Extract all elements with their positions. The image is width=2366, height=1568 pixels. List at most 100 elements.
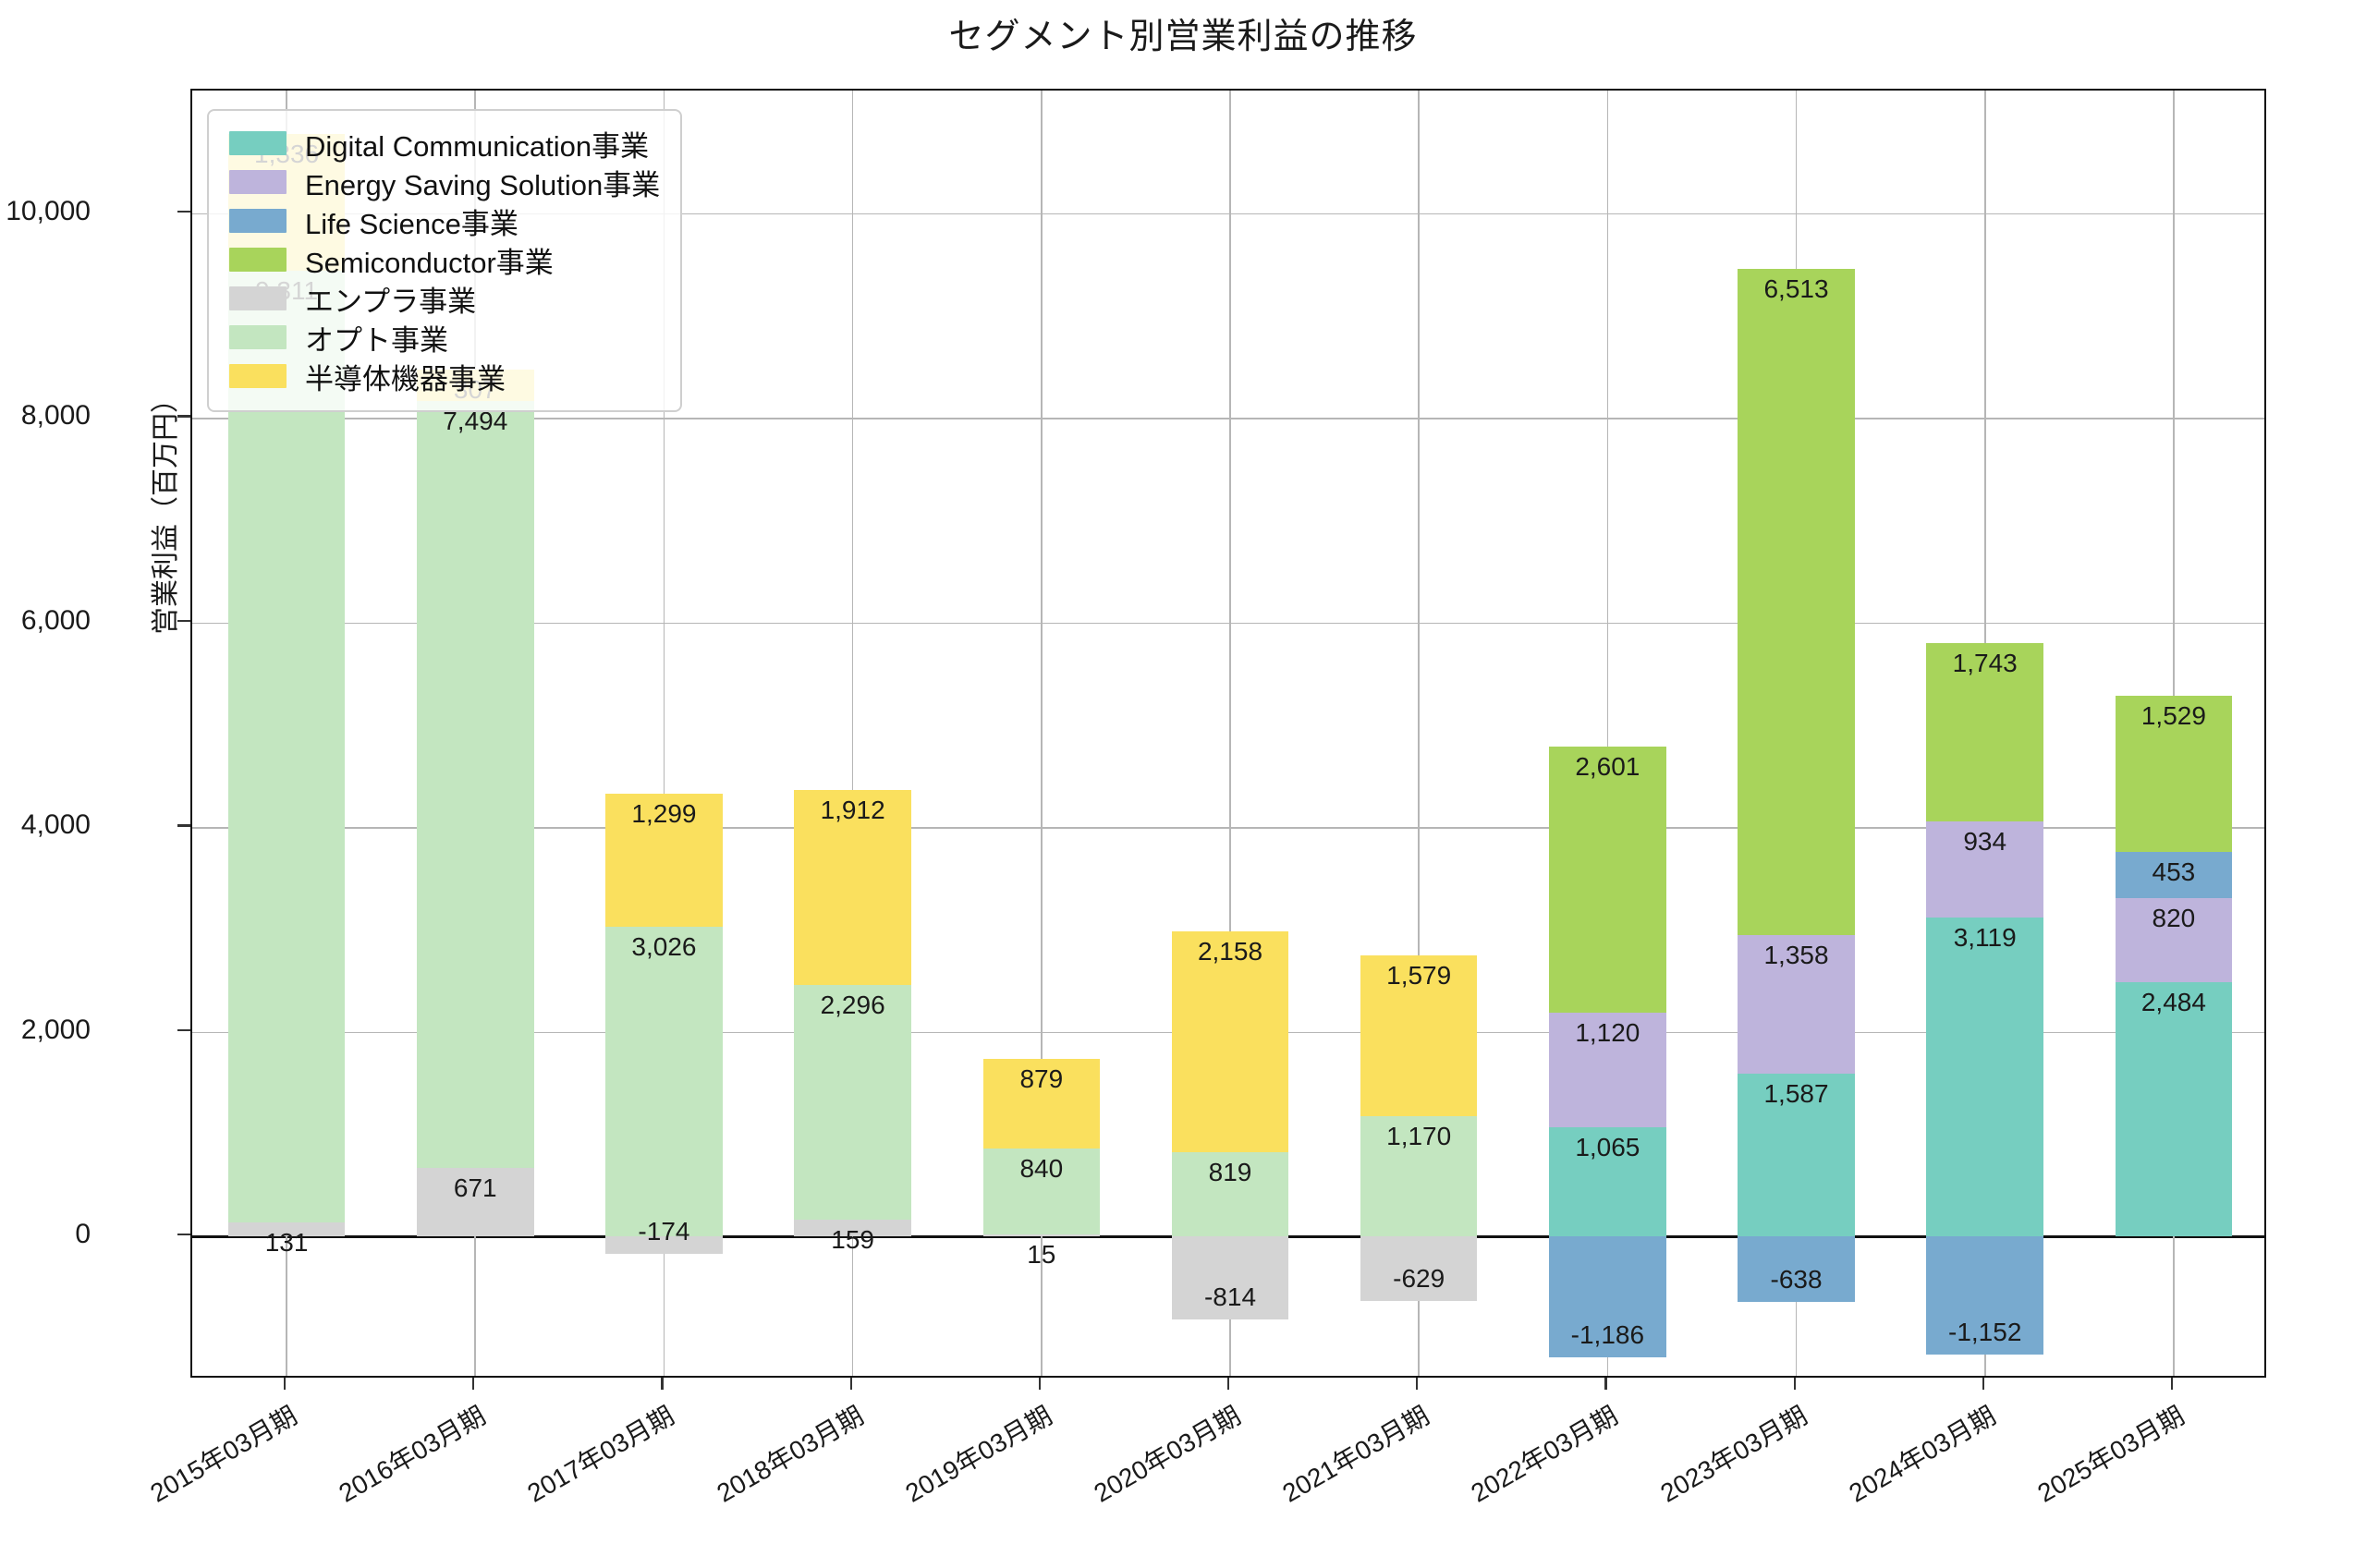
bar-value-label: 1,529 xyxy=(2140,700,2206,730)
x-tick-mark xyxy=(1793,1378,1796,1390)
legend-item-label: 半導体機器事業 xyxy=(305,362,506,395)
bar-segment[interactable] xyxy=(1171,1236,1289,1320)
y-tick-label: 0 xyxy=(75,1219,91,1249)
bar-segment[interactable] xyxy=(982,1059,1101,1149)
bar-value-label: 159 xyxy=(831,1225,874,1255)
bar-segment[interactable] xyxy=(2115,981,2233,1236)
bar-value-label: 1,358 xyxy=(1763,940,1829,969)
bar-value-label: 840 xyxy=(1019,1154,1064,1184)
bar-segment[interactable] xyxy=(1926,917,2043,1236)
bar-value-label: 1,579 xyxy=(1386,960,1452,990)
gridline-horizontal xyxy=(192,622,2264,625)
bar-segment[interactable] xyxy=(1360,1116,1478,1236)
bar-segment[interactable] xyxy=(605,1236,723,1255)
bar-value-label: 2,601 xyxy=(1575,752,1640,782)
bar-value-label: 1,299 xyxy=(631,799,697,829)
bar-segment[interactable] xyxy=(1738,1236,1855,1302)
bar-segment[interactable] xyxy=(1738,268,1855,935)
x-tick-label: 2018年03月期 xyxy=(711,1401,869,1508)
x-tick-label: 2025年03月期 xyxy=(2032,1401,2189,1508)
y-tick-mark xyxy=(177,1028,190,1031)
bar-segment[interactable] xyxy=(227,270,346,1223)
legend-item[interactable]: Semiconductor事業 xyxy=(229,240,660,279)
bar-segment[interactable] xyxy=(982,1149,1101,1235)
legend-item-label: オプト事業 xyxy=(305,323,448,357)
bar-segment[interactable] xyxy=(1360,954,1478,1117)
bar-segment[interactable] xyxy=(416,1167,534,1236)
y-tick-mark xyxy=(177,210,190,213)
bar-segment[interactable] xyxy=(2115,898,2233,982)
x-tick-mark xyxy=(1604,1378,1607,1390)
bar-segment[interactable] xyxy=(1738,1074,1855,1236)
gridline-vertical xyxy=(1041,91,1043,1376)
x-tick-mark xyxy=(1416,1378,1419,1390)
bar-value-label: 2,158 xyxy=(1197,937,1263,966)
legend-item[interactable]: Life Science事業 xyxy=(229,201,660,240)
bar-segment[interactable] xyxy=(1738,934,1855,1075)
bar-segment[interactable] xyxy=(794,789,911,986)
bar-value-label: 3,026 xyxy=(631,931,697,961)
bar-segment[interactable] xyxy=(2115,852,2233,899)
x-tick-mark xyxy=(472,1378,475,1390)
chart-title: セグメント別営業利益の推移 xyxy=(948,18,1418,56)
bar-segment[interactable] xyxy=(1549,1013,1666,1128)
bar-segment[interactable] xyxy=(794,1220,911,1236)
bar-segment[interactable] xyxy=(605,794,723,927)
bar-value-label: -629 xyxy=(1393,1263,1445,1293)
x-tick-label: 2020年03月期 xyxy=(1089,1401,1246,1508)
bar-value-label: 934 xyxy=(1963,827,2007,857)
bar-segment[interactable] xyxy=(1926,821,2043,918)
bar-segment[interactable] xyxy=(2115,695,2233,853)
bar-value-label: 1,065 xyxy=(1575,1133,1640,1162)
x-tick-label: 2023年03月期 xyxy=(1654,1401,1812,1508)
x-tick-mark xyxy=(661,1378,664,1390)
legend-item[interactable]: エンプラ事業 xyxy=(229,279,660,318)
bar-value-label: -1,152 xyxy=(1948,1317,2022,1346)
bar-value-label: -174 xyxy=(638,1217,690,1246)
bar-segment[interactable] xyxy=(416,401,534,1168)
x-tick-mark xyxy=(1227,1378,1230,1390)
legend-item[interactable]: Energy Saving Solution事業 xyxy=(229,163,660,201)
chart-legend: Digital Communication事業 Energy Saving Sol… xyxy=(207,109,683,412)
gridline-vertical xyxy=(1229,91,1231,1376)
bar-segment[interactable] xyxy=(1926,643,2043,822)
bar-value-label: 1,120 xyxy=(1575,1018,1640,1048)
bar-segment[interactable] xyxy=(1926,1236,2043,1355)
y-tick-label: 4,000 xyxy=(20,809,91,841)
legend-swatch-icon xyxy=(229,131,287,155)
legend-swatch-icon xyxy=(229,209,287,233)
legend-item-label: Energy Saving Solution事業 xyxy=(305,168,661,201)
x-tick-mark xyxy=(2170,1378,2174,1390)
bar-segment[interactable] xyxy=(1171,931,1289,1153)
x-tick-label: 2017年03月期 xyxy=(522,1401,679,1508)
bar-segment[interactable] xyxy=(1549,1127,1666,1236)
bar-segment[interactable] xyxy=(982,1234,1101,1236)
y-tick-mark xyxy=(177,619,190,623)
bar-value-label: 15 xyxy=(1027,1240,1056,1270)
x-tick-mark xyxy=(849,1378,852,1390)
bar-segment[interactable] xyxy=(1549,747,1666,1014)
legend-swatch-icon xyxy=(229,248,287,272)
bar-segment[interactable] xyxy=(1360,1236,1478,1301)
bar-value-label: 879 xyxy=(1019,1064,1064,1094)
legend-item[interactable]: オプト事業 xyxy=(229,318,660,357)
bar-segment[interactable] xyxy=(1171,1152,1289,1236)
bar-segment[interactable] xyxy=(605,926,723,1236)
y-tick-label: 8,000 xyxy=(20,400,91,432)
y-tick-label: 10,000 xyxy=(6,195,91,226)
bar-value-label: 1,170 xyxy=(1386,1122,1452,1151)
legend-item[interactable]: Digital Communication事業 xyxy=(229,124,660,163)
legend-swatch-icon xyxy=(229,325,287,349)
x-tick-label: 2015年03月期 xyxy=(145,1401,302,1508)
y-tick-label: 6,000 xyxy=(20,604,91,636)
gridline-horizontal xyxy=(192,827,2264,829)
bar-value-label: -1,186 xyxy=(1570,1320,1645,1350)
x-tick-label: 2019年03月期 xyxy=(900,1401,1057,1508)
legend-item-label: エンプラ事業 xyxy=(305,285,477,318)
legend-item[interactable]: 半導体機器事業 xyxy=(229,357,660,395)
bar-value-label: 2,484 xyxy=(2140,987,2206,1016)
bar-segment[interactable] xyxy=(227,1222,346,1236)
bar-segment[interactable] xyxy=(794,985,911,1221)
bar-segment[interactable] xyxy=(1549,1236,1666,1358)
